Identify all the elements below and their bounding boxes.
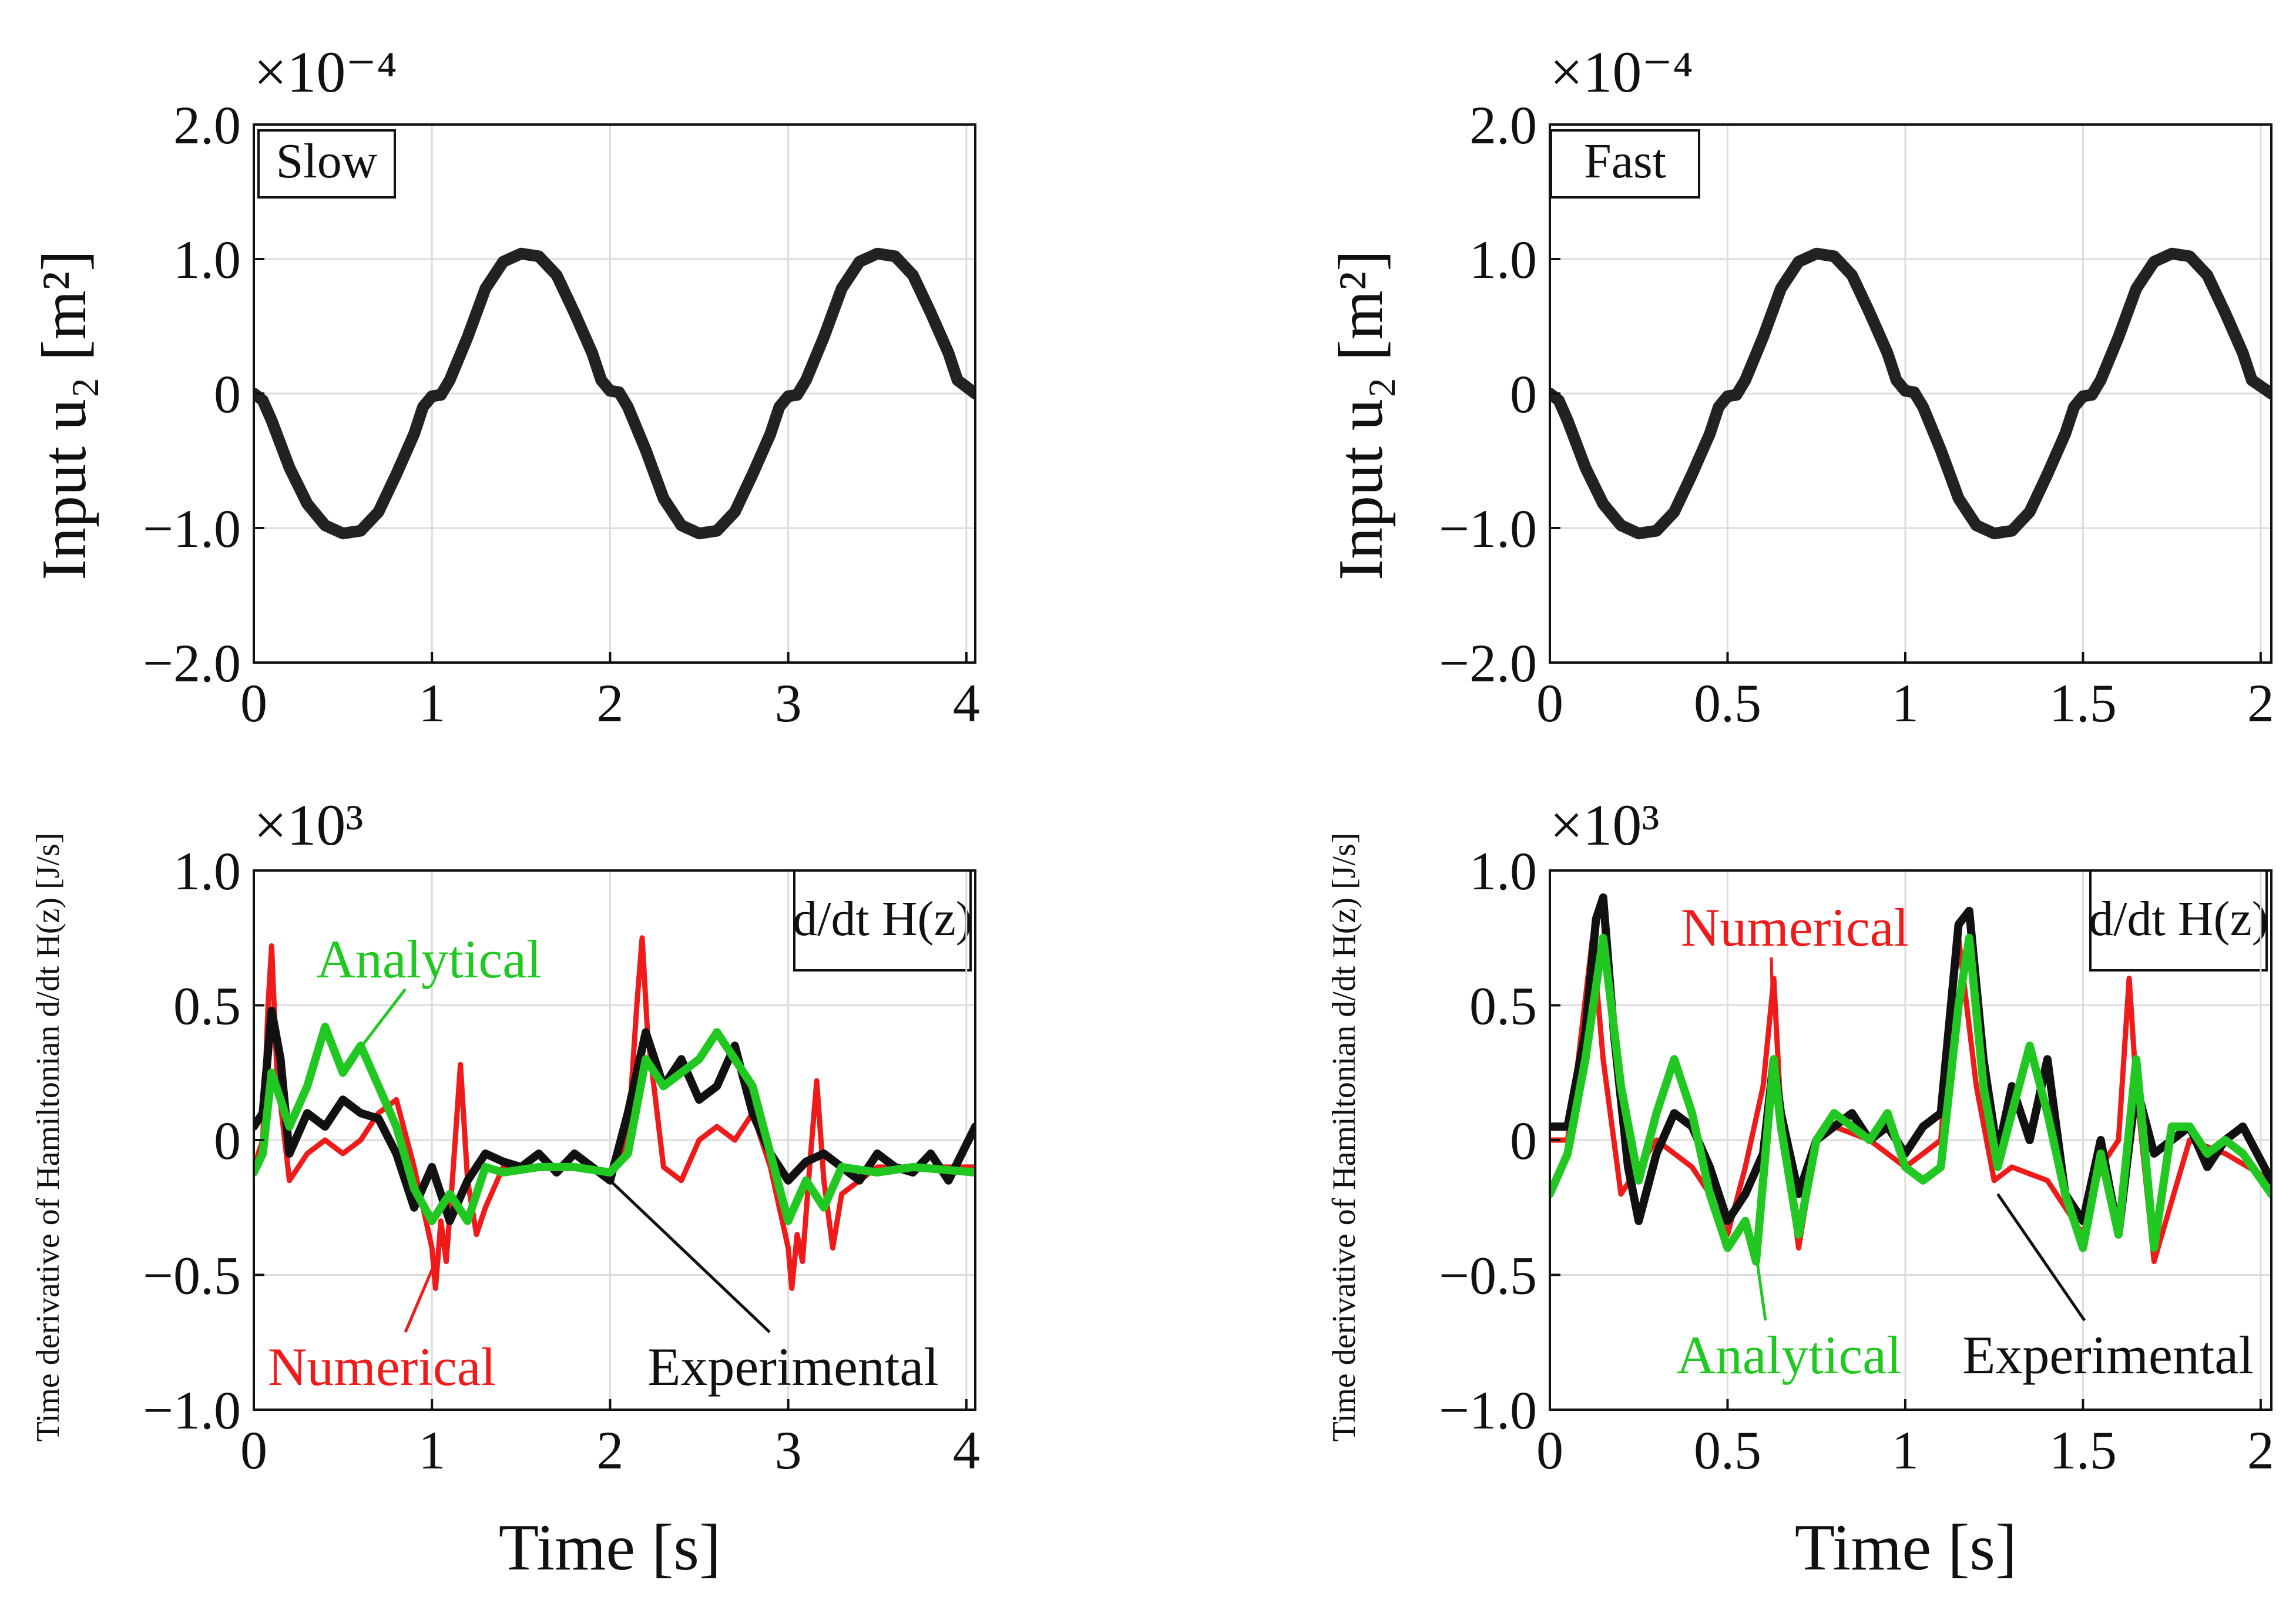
y-tick-label: 0.5 — [1469, 976, 1537, 1036]
y-tick-label: 1.0 — [1469, 841, 1537, 901]
y-axis-label: Input u₂ [m²] — [1326, 250, 1396, 580]
annotation-analytical: Analytical — [1676, 1325, 1901, 1385]
y-tick-label: 1.0 — [173, 841, 241, 901]
legend-box — [793, 869, 972, 972]
panel-slow-hamiltonian: ×10³ Time derivative of Hamiltonian d/dt… — [30, 792, 980, 1584]
x-tick-label: 0.5 — [1694, 1420, 1761, 1480]
y-tick-label: 1.0 — [173, 230, 241, 290]
y-axis-label: Time derivative of Hamiltonian d/dt H(z)… — [1326, 833, 1362, 1442]
annotation-numerical: Numerical — [268, 1337, 496, 1397]
y-tick-label: 2.0 — [173, 95, 241, 155]
panel-label: Fast — [1584, 134, 1666, 189]
x-tick-label: 0 — [240, 1420, 267, 1480]
panel-slow-input: ×10⁻⁴ Input u₂ [m²] Slow 0 1 2 3 4 −2.0 −1.0 0 1… — [29, 39, 980, 733]
series-line-input — [254, 247, 975, 540]
exponent-label: ×10⁻⁴ — [1550, 39, 1693, 105]
y-tick-label: 0 — [214, 364, 241, 424]
exponent-label: ×10³ — [254, 792, 363, 858]
x-tick-label: 0 — [1536, 673, 1563, 733]
panel-label-box — [1550, 129, 1700, 199]
exponent-label: ×10⁻⁴ — [254, 39, 397, 105]
x-tick-label: 0.5 — [1694, 673, 1761, 733]
annotation-experimental: Experimental — [647, 1337, 939, 1397]
y-tick-label: −1.0 — [1439, 499, 1537, 559]
legend-box-label: d/dt H(z) — [2089, 892, 2268, 946]
series-group — [1550, 893, 2271, 1266]
series-group — [254, 247, 975, 540]
y-axis-label: Input u₂ [m²] — [29, 250, 99, 580]
annotation-numerical: Numerical — [1681, 898, 1909, 957]
x-axis-label: Time [s] — [1795, 1511, 2018, 1584]
y-tick-label: −1.0 — [143, 499, 241, 559]
x-tick-label: 2 — [596, 673, 623, 733]
y-tick-label: −2.0 — [143, 633, 241, 693]
x-tick-label: 1.5 — [2049, 1420, 2117, 1480]
y-tick-label: −0.5 — [143, 1246, 241, 1306]
x-axis-label: Time [s] — [499, 1511, 721, 1584]
y-tick-label: 1.0 — [1469, 230, 1537, 290]
series-line-analytical — [254, 1023, 975, 1225]
x-tick-label: 2 — [2247, 673, 2274, 733]
x-tick-label: 1 — [418, 673, 445, 733]
panel-fast-hamiltonian: ×10³ Time derivative of Hamiltonian d/dt… — [1326, 792, 2274, 1584]
annotation-arrow — [1996, 1193, 2086, 1322]
x-tick-label: 4 — [953, 1420, 980, 1480]
x-tick-label: 2 — [596, 1420, 623, 1480]
legend-box — [2089, 869, 2268, 972]
series-line-input — [1550, 247, 2271, 540]
y-tick-label: 0 — [214, 1111, 241, 1171]
y-tick-label: −1.0 — [143, 1380, 241, 1440]
x-tick-label: 0 — [240, 673, 267, 733]
annotation-experimental: Experimental — [1962, 1325, 2254, 1385]
exponent-label: ×10³ — [1550, 792, 1659, 858]
x-tick-label: 3 — [775, 1420, 802, 1480]
x-tick-label: 3 — [775, 673, 802, 733]
panel-label: Slow — [276, 134, 378, 189]
y-tick-label: 2.0 — [1469, 95, 1537, 155]
x-tick-label: 1 — [1892, 673, 1919, 733]
series-group — [254, 935, 975, 1291]
x-tick-label: 0 — [1536, 1420, 1563, 1480]
y-axis-label: Time derivative of Hamiltonian d/dt H(z)… — [30, 833, 66, 1442]
x-tick-label: 1 — [418, 1420, 445, 1480]
series-group — [1550, 247, 2271, 540]
annotation-arrow — [609, 1179, 771, 1333]
annotation-arrow — [350, 988, 407, 1060]
x-tick-label: 2 — [2247, 1420, 2274, 1480]
series-line-analytical — [1550, 933, 2271, 1266]
x-tick-label: 1 — [1892, 1420, 1919, 1480]
y-tick-label: −2.0 — [1439, 633, 1537, 693]
annotation-arrow — [404, 1260, 437, 1333]
annotation-arrow — [1754, 1253, 1767, 1321]
panel-label-box — [257, 129, 396, 199]
annotation-analytical: Analytical — [316, 929, 541, 989]
y-tick-label: 0 — [1510, 1111, 1537, 1171]
y-tick-label: −1.0 — [1439, 1380, 1537, 1440]
annotation-arrow — [1770, 957, 1774, 992]
x-tick-label: 1.5 — [2049, 673, 2117, 733]
legend-box-label: d/dt H(z) — [793, 892, 972, 946]
y-tick-label: −0.5 — [1439, 1246, 1537, 1306]
panel-fast-input: ×10⁻⁴ Input u₂ [m²] Fast 0 0.5 1 1.5 2 −2.0 −1… — [1326, 39, 2274, 733]
y-tick-label: 0 — [1510, 364, 1537, 424]
y-tick-label: 0.5 — [173, 976, 241, 1036]
x-tick-label: 4 — [953, 673, 980, 733]
